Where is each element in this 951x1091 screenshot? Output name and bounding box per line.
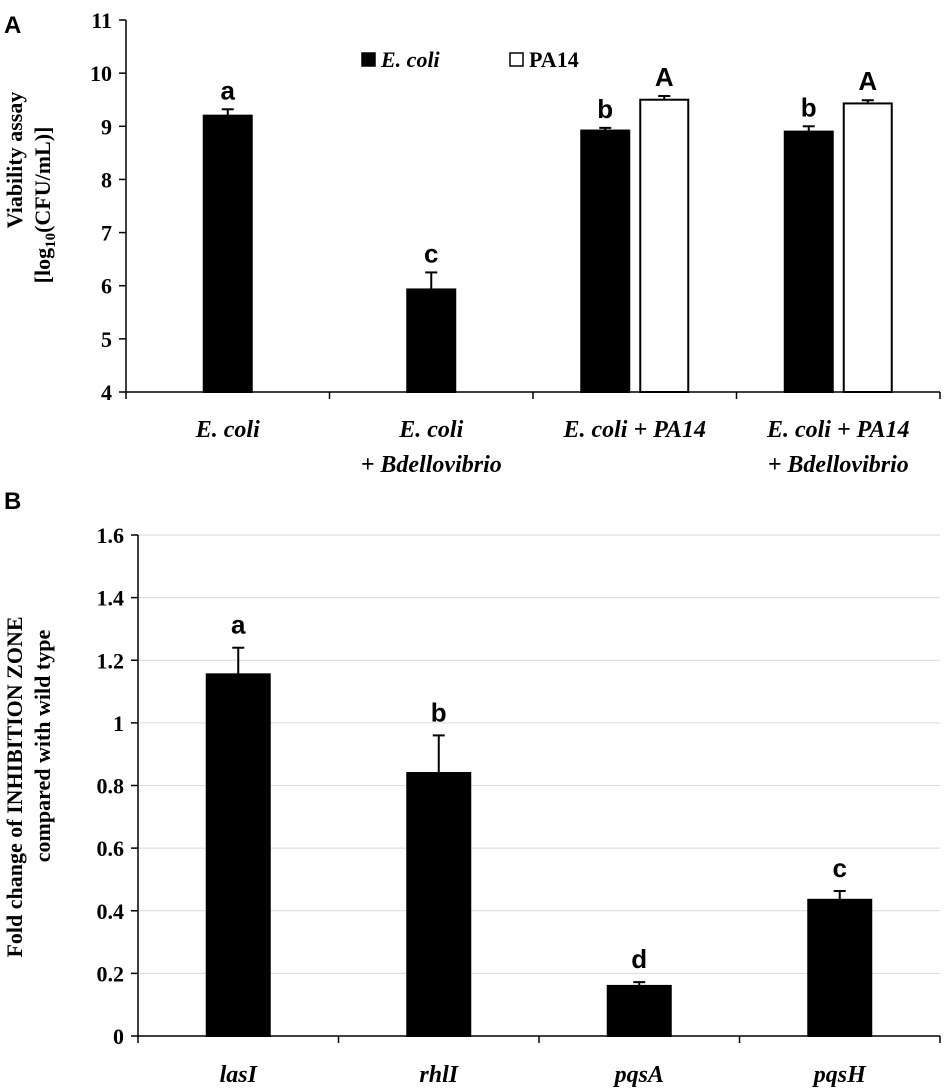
b-axes [131, 534, 941, 1043]
a-sig-label-1-3: A [858, 66, 877, 96]
b-y-tick-label-2: 0.4 [97, 899, 125, 924]
a-bar-ecoli-3 [783, 130, 834, 393]
legend-swatch-ecoli [361, 52, 376, 67]
a-y-tick-label-3: 7 [101, 221, 112, 246]
a-bar-pa14-3 [842, 102, 893, 393]
a-x-tick-label-2-0: E. coli + PA14 [562, 417, 706, 443]
a-bar-ecoli-2 [580, 129, 631, 393]
a-y-tick-label-0: 4 [101, 380, 112, 405]
b-y-tick-label-6: 1.2 [97, 648, 125, 673]
legend-swatch-pa14 [509, 52, 524, 67]
a-x-tick-label-1-0: E. coli [398, 417, 463, 443]
a-sig-label-0-0: a [221, 75, 236, 105]
b-y-tick-labels: 0 0.2 0.4 0.6 0.8 1 1.2 1.4 1.6 [97, 523, 125, 1049]
a-y-tick-label-2: 6 [101, 274, 112, 299]
a-significance-labels: a c b Ab A [221, 62, 878, 268]
a-y-tick-label-1: 5 [101, 327, 112, 352]
a-x-tick-labels: E. coli E. coli + Bdellovibrio E. coli + PA… [195, 417, 910, 478]
a-sig-label-0-2: b [597, 94, 613, 124]
b-y-axis-label-line1: Fold change of INHIBITION ZONE [2, 616, 27, 957]
panel-a: A 4 5 6 7 8 9 10 11 E. coli E. coli + Bdellovibri… [2, 8, 941, 478]
b-gridlines [138, 534, 940, 974]
b-sig-label-2: d [631, 944, 647, 974]
a-sig-label-0-1: c [424, 238, 438, 268]
a-y-tick-label-5: 9 [101, 114, 112, 139]
a-y-tick-label-7: 11 [91, 8, 112, 33]
b-bar-rhli [406, 771, 472, 1037]
b-y-tick-label-0: 0 [113, 1024, 124, 1049]
a-x-tick-label-3-1: + Bdellovibrio [768, 452, 909, 478]
a-x-tick-label-0-0: E. coli [195, 417, 260, 443]
b-significance-labels: a b d c [231, 610, 847, 974]
b-x-tick-label-0: lasI [220, 1062, 259, 1088]
b-y-tick-label-3: 0.6 [97, 836, 125, 861]
b-x-tick-labels: lasI rhlI pqsA pqsH [220, 1062, 868, 1088]
a-bars [202, 94, 893, 394]
panel-b: B 0 0.2 0.4 0.6 0.8 1 1.2 1.4 1.6 lasI rhlI pqsA pq… [2, 488, 941, 1088]
b-y-tick-label-7: 1.4 [97, 586, 125, 611]
a-x-tick-label-1-1: + Bdellovibrio [361, 452, 502, 478]
b-y-tick-label-1: 0.2 [97, 961, 125, 986]
legend: E. coli PA14 [361, 47, 579, 72]
b-y-tick-label-5: 1 [113, 711, 124, 736]
panel-label-a: A [4, 12, 21, 39]
a-axes [119, 19, 941, 399]
b-y-tick-label-4: 0.8 [97, 774, 125, 799]
b-sig-label-1: b [431, 697, 447, 727]
legend-label-pa14: PA14 [529, 47, 579, 72]
panel-label-b: B [4, 488, 21, 515]
a-y-tick-label-6: 10 [90, 61, 112, 86]
a-y-tick-labels: 4 5 6 7 8 9 10 11 [90, 8, 112, 405]
b-x-tick-label-3: pqsH [812, 1062, 867, 1088]
a-x-tick-label-3-0: E. coli + PA14 [766, 417, 910, 443]
b-y-axis-label-line2: compared with wild type [30, 630, 55, 863]
a-sig-label-0-3: b [801, 92, 817, 122]
b-bar-lasi [205, 673, 271, 1037]
legend-label-ecoli: E. coli [380, 47, 441, 72]
a-bar-pa14-2 [639, 98, 690, 393]
b-bar-pqsa [606, 984, 672, 1038]
a-bar-ecoli-1 [406, 288, 457, 394]
b-x-tick-label-2: pqsA [613, 1062, 664, 1088]
b-sig-label-3: c [833, 853, 847, 883]
a-bar-ecoli-0 [202, 114, 253, 394]
a-y-axis-label-line1: Viability assay [2, 92, 27, 229]
b-bar-pqsh [807, 898, 873, 1038]
a-y-tick-label-4: 8 [101, 167, 112, 192]
a-y-axis-label-line2: [log10(CFU/mL)] [30, 127, 59, 284]
b-y-tick-label-8: 1.6 [97, 523, 125, 548]
b-sig-label-0: a [231, 610, 246, 640]
a-sig-label-1-2: A [655, 62, 674, 92]
b-x-tick-label-1: rhlI [419, 1062, 459, 1088]
b-bars [205, 646, 873, 1038]
